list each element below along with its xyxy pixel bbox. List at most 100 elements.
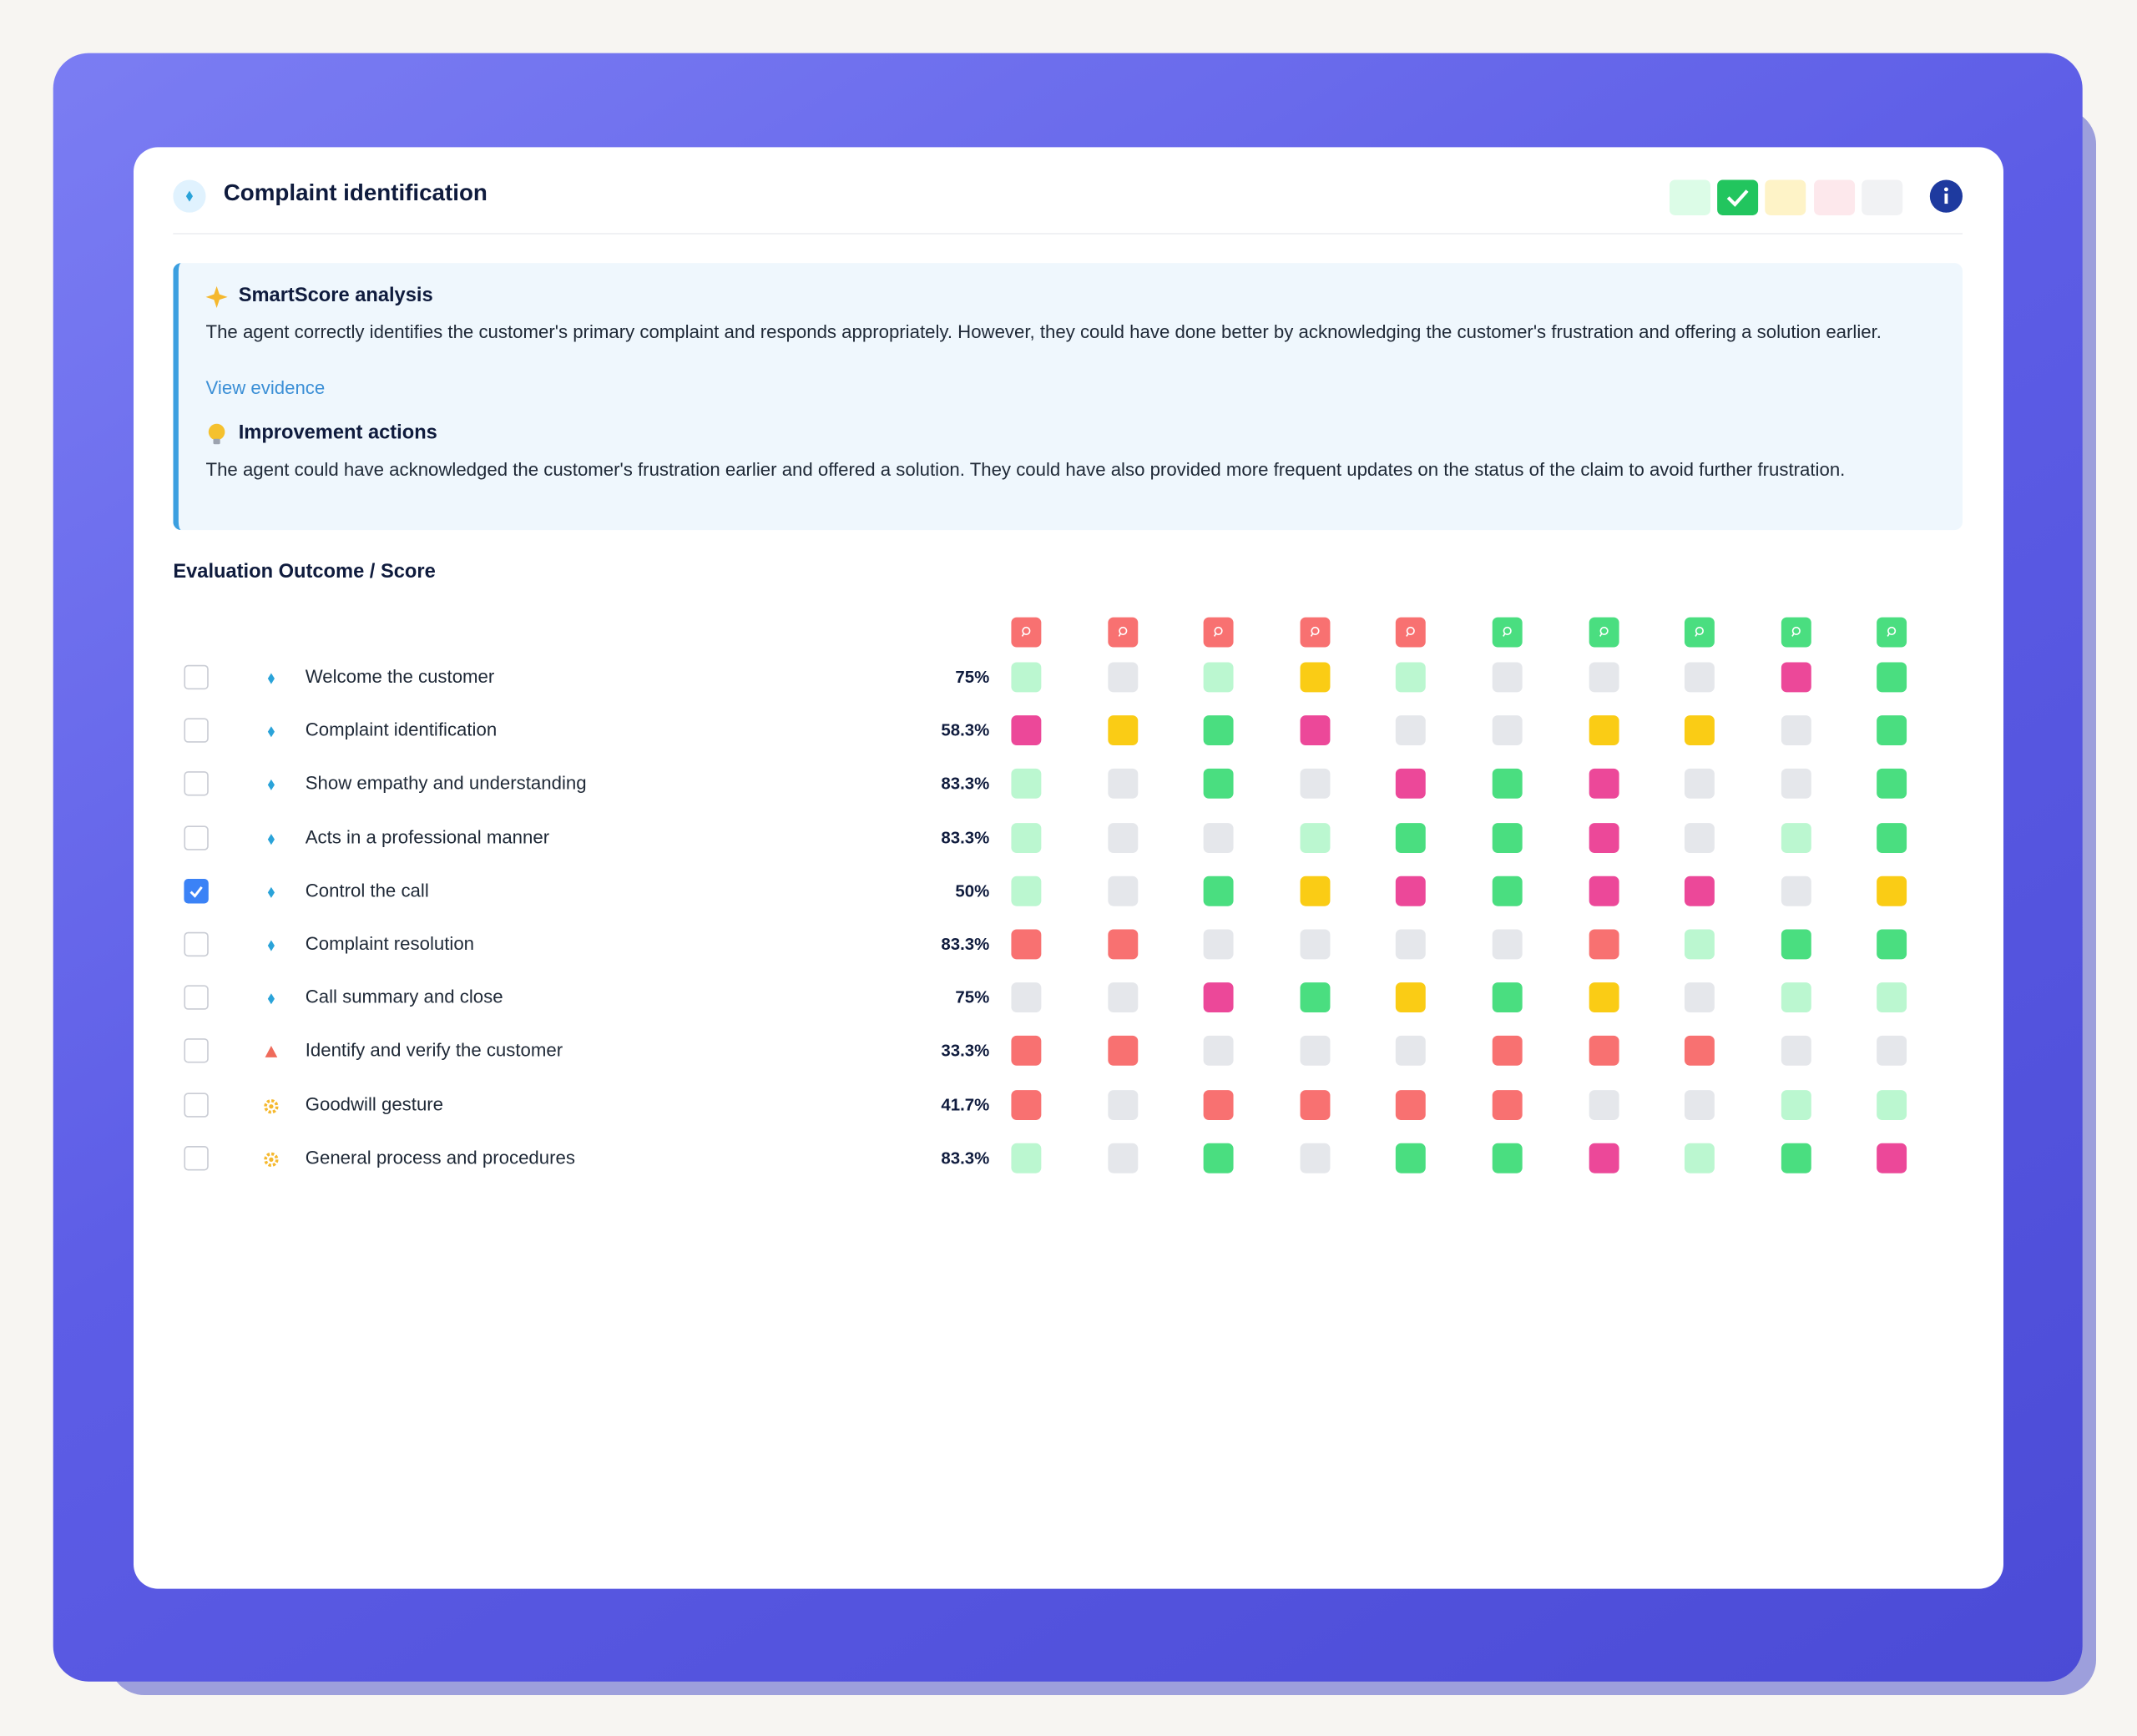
score-cell[interactable]: [1492, 715, 1523, 746]
score-cell[interactable]: [1203, 822, 1234, 853]
score-cell[interactable]: [1492, 662, 1523, 693]
checkbox[interactable]: [184, 1038, 209, 1064]
score-cell[interactable]: [1011, 662, 1042, 693]
column-marker[interactable]: [1877, 617, 1907, 648]
score-cell[interactable]: [1589, 1143, 1619, 1173]
score-cell[interactable]: [1589, 769, 1619, 800]
score-cell[interactable]: [1492, 822, 1523, 853]
score-cell[interactable]: [1685, 769, 1715, 800]
score-cell[interactable]: [1685, 1143, 1715, 1173]
column-marker[interactable]: [1396, 617, 1427, 648]
checkbox[interactable]: [184, 878, 209, 904]
score-cell[interactable]: [1203, 1143, 1234, 1173]
score-cell[interactable]: [1877, 1036, 1907, 1067]
score-cell[interactable]: [1877, 1089, 1907, 1120]
checkbox[interactable]: [184, 931, 209, 957]
chip[interactable]: [1814, 179, 1856, 215]
score-cell[interactable]: [1107, 662, 1138, 693]
score-cell[interactable]: [1396, 1036, 1427, 1067]
score-cell[interactable]: [1877, 929, 1907, 960]
score-cell[interactable]: [1396, 1089, 1427, 1120]
chip[interactable]: [1669, 179, 1710, 215]
score-cell[interactable]: [1011, 982, 1042, 1013]
score-cell[interactable]: [1492, 769, 1523, 800]
score-cell[interactable]: [1300, 715, 1331, 746]
score-cell[interactable]: [1781, 1036, 1811, 1067]
score-cell[interactable]: [1492, 1089, 1523, 1120]
column-marker[interactable]: [1300, 617, 1331, 648]
score-cell[interactable]: [1492, 1036, 1523, 1067]
checkbox[interactable]: [184, 718, 209, 744]
column-marker[interactable]: [1203, 617, 1234, 648]
score-cell[interactable]: [1300, 1143, 1331, 1173]
score-cell[interactable]: [1781, 769, 1811, 800]
score-cell[interactable]: [1300, 662, 1331, 693]
score-cell[interactable]: [1011, 876, 1042, 906]
column-marker[interactable]: [1107, 617, 1138, 648]
score-cell[interactable]: [1203, 1036, 1234, 1067]
chip-selected[interactable]: [1717, 179, 1759, 215]
score-cell[interactable]: [1877, 662, 1907, 693]
score-cell[interactable]: [1492, 929, 1523, 960]
score-cell[interactable]: [1203, 715, 1234, 746]
score-cell[interactable]: [1589, 982, 1619, 1013]
score-cell[interactable]: [1396, 929, 1427, 960]
score-cell[interactable]: [1300, 822, 1331, 853]
score-cell[interactable]: [1107, 715, 1138, 746]
score-cell[interactable]: [1107, 822, 1138, 853]
score-cell[interactable]: [1300, 1036, 1331, 1067]
score-cell[interactable]: [1492, 982, 1523, 1013]
score-cell[interactable]: [1589, 1036, 1619, 1067]
score-cell[interactable]: [1589, 822, 1619, 853]
score-cell[interactable]: [1107, 1089, 1138, 1120]
checkbox[interactable]: [184, 1145, 209, 1171]
score-cell[interactable]: [1011, 1143, 1042, 1173]
score-cell[interactable]: [1877, 769, 1907, 800]
score-cell[interactable]: [1300, 876, 1331, 906]
score-cell[interactable]: [1300, 1089, 1331, 1120]
score-cell[interactable]: [1685, 982, 1715, 1013]
view-evidence-link[interactable]: View evidence: [205, 377, 326, 398]
score-cell[interactable]: [1396, 876, 1427, 906]
score-cell[interactable]: [1589, 876, 1619, 906]
score-cell[interactable]: [1107, 1143, 1138, 1173]
score-cell[interactable]: [1877, 1143, 1907, 1173]
score-cell[interactable]: [1781, 876, 1811, 906]
checkbox[interactable]: [184, 985, 209, 1011]
score-cell[interactable]: [1685, 1089, 1715, 1120]
score-cell[interactable]: [1011, 1036, 1042, 1067]
column-marker[interactable]: [1781, 617, 1811, 648]
score-cell[interactable]: [1396, 715, 1427, 746]
score-cell[interactable]: [1203, 982, 1234, 1013]
score-cell[interactable]: [1107, 769, 1138, 800]
score-cell[interactable]: [1781, 1089, 1811, 1120]
score-cell[interactable]: [1396, 1143, 1427, 1173]
score-cell[interactable]: [1011, 822, 1042, 853]
column-marker[interactable]: [1011, 617, 1042, 648]
score-cell[interactable]: [1589, 715, 1619, 746]
score-cell[interactable]: [1781, 982, 1811, 1013]
score-cell[interactable]: [1685, 822, 1715, 853]
score-cell[interactable]: [1877, 715, 1907, 746]
score-cell[interactable]: [1492, 876, 1523, 906]
score-cell[interactable]: [1396, 822, 1427, 853]
score-cell[interactable]: [1203, 1089, 1234, 1120]
score-cell[interactable]: [1685, 876, 1715, 906]
score-cell[interactable]: [1685, 715, 1715, 746]
checkbox[interactable]: [184, 1092, 209, 1118]
score-cell[interactable]: [1011, 929, 1042, 960]
score-cell[interactable]: [1781, 822, 1811, 853]
score-cell[interactable]: [1300, 929, 1331, 960]
score-cell[interactable]: [1203, 876, 1234, 906]
score-cell[interactable]: [1781, 662, 1811, 693]
score-cell[interactable]: [1877, 822, 1907, 853]
score-cell[interactable]: [1685, 1036, 1715, 1067]
score-cell[interactable]: [1107, 929, 1138, 960]
score-cell[interactable]: [1492, 1143, 1523, 1173]
score-cell[interactable]: [1011, 715, 1042, 746]
column-marker[interactable]: [1685, 617, 1715, 648]
score-cell[interactable]: [1685, 662, 1715, 693]
score-cell[interactable]: [1011, 769, 1042, 800]
score-cell[interactable]: [1589, 1089, 1619, 1120]
checkbox[interactable]: [184, 664, 209, 690]
